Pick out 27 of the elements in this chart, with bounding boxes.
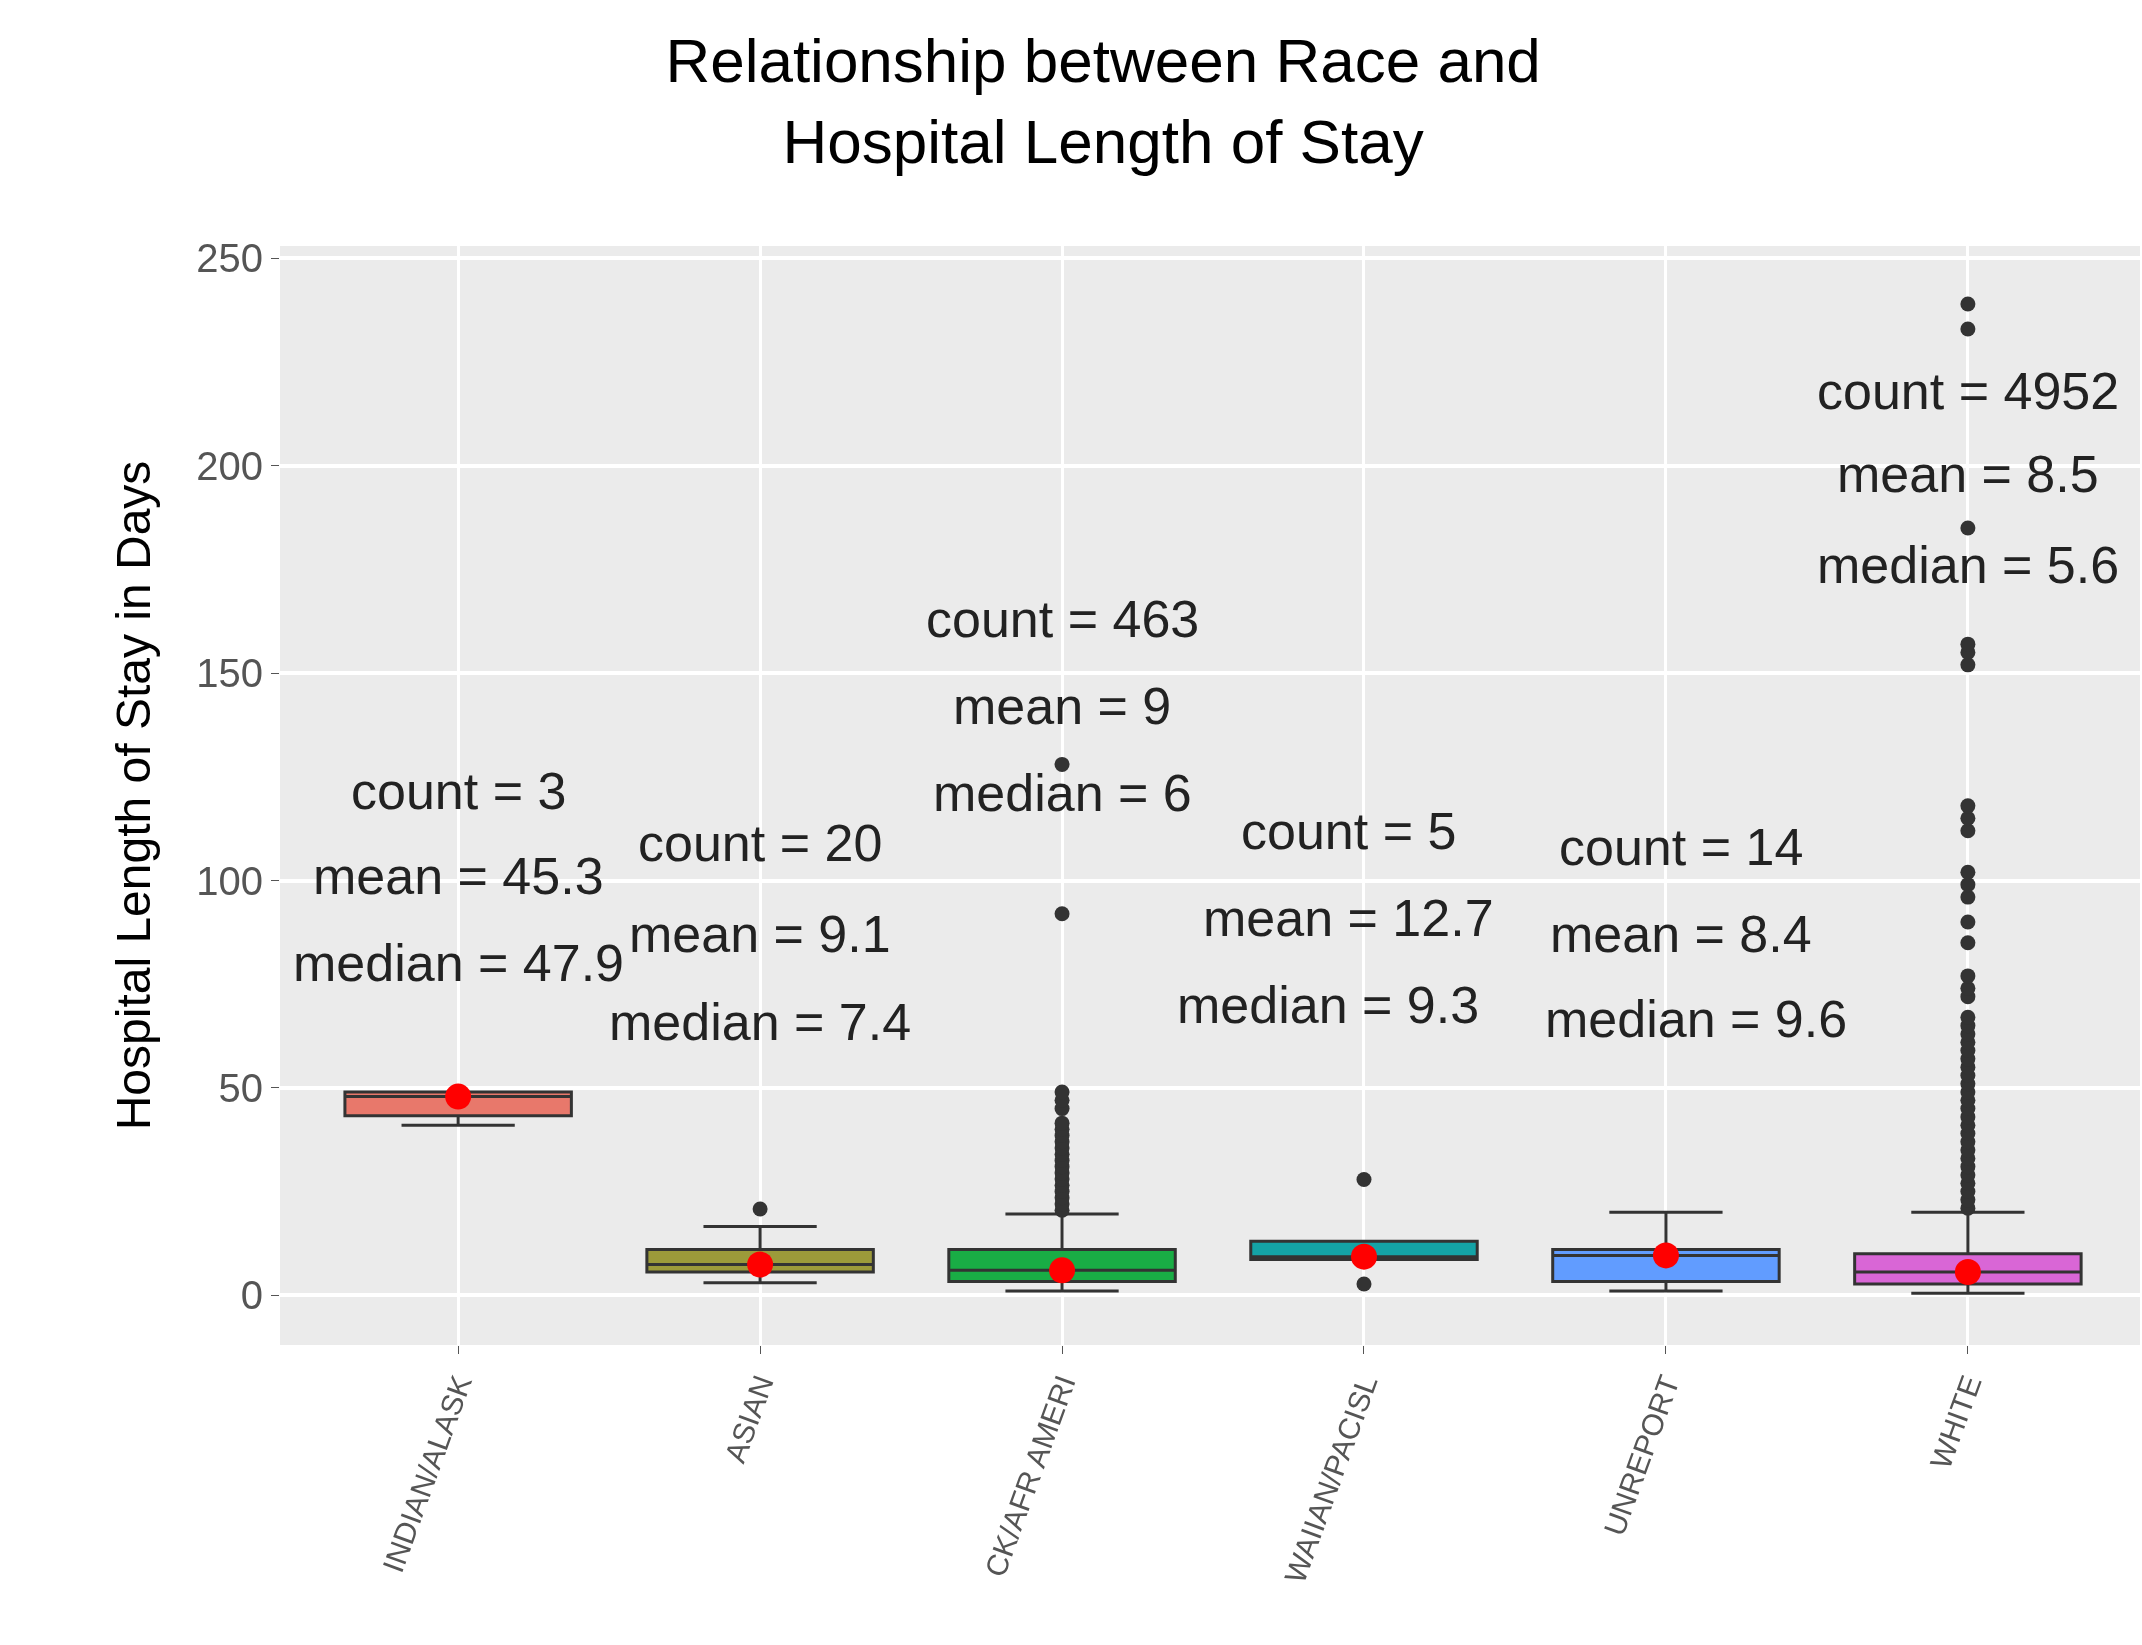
chart-title: Relationship between Race and Hospital Length of Stay	[665, 26, 1541, 176]
annotation: mean = 9	[953, 677, 1172, 735]
annotation: mean = 45.3	[313, 847, 604, 905]
x-tick-label: ASIAN	[718, 1370, 780, 1467]
annotation: median = 9.3	[1177, 976, 1480, 1034]
annotation: median = 5.6	[1817, 536, 2120, 594]
y-tick-label: 200	[196, 443, 263, 488]
annotation: mean = 8.5	[1837, 445, 2099, 503]
annotation: mean = 12.7	[1203, 889, 1494, 947]
annotation: mean = 8.4	[1550, 905, 1812, 963]
y-tick-label: 250	[196, 236, 263, 281]
annotation: median = 9.6	[1545, 990, 1848, 1048]
y-tick-label: 150	[196, 651, 263, 696]
y-axis-title: Hospital Length of Stay in Days	[106, 460, 160, 1131]
y-tick-label: 50	[218, 1065, 263, 1110]
annotation: count = 463	[926, 590, 1200, 648]
annotation: mean = 9.1	[629, 905, 891, 963]
annotation: count = 5	[1241, 802, 1457, 860]
annotation: median = 47.9	[293, 934, 625, 992]
annotation: median = 7.4	[609, 993, 912, 1051]
annotation: count = 3	[351, 762, 567, 820]
y-tick-label: 0	[240, 1273, 263, 1318]
y-tick-label: 100	[196, 858, 263, 903]
annotation: count = 4952	[1817, 362, 2120, 420]
annotation: median = 6	[933, 764, 1192, 822]
annotation: count = 14	[1559, 818, 1804, 876]
annotation: count = 20	[638, 814, 883, 872]
